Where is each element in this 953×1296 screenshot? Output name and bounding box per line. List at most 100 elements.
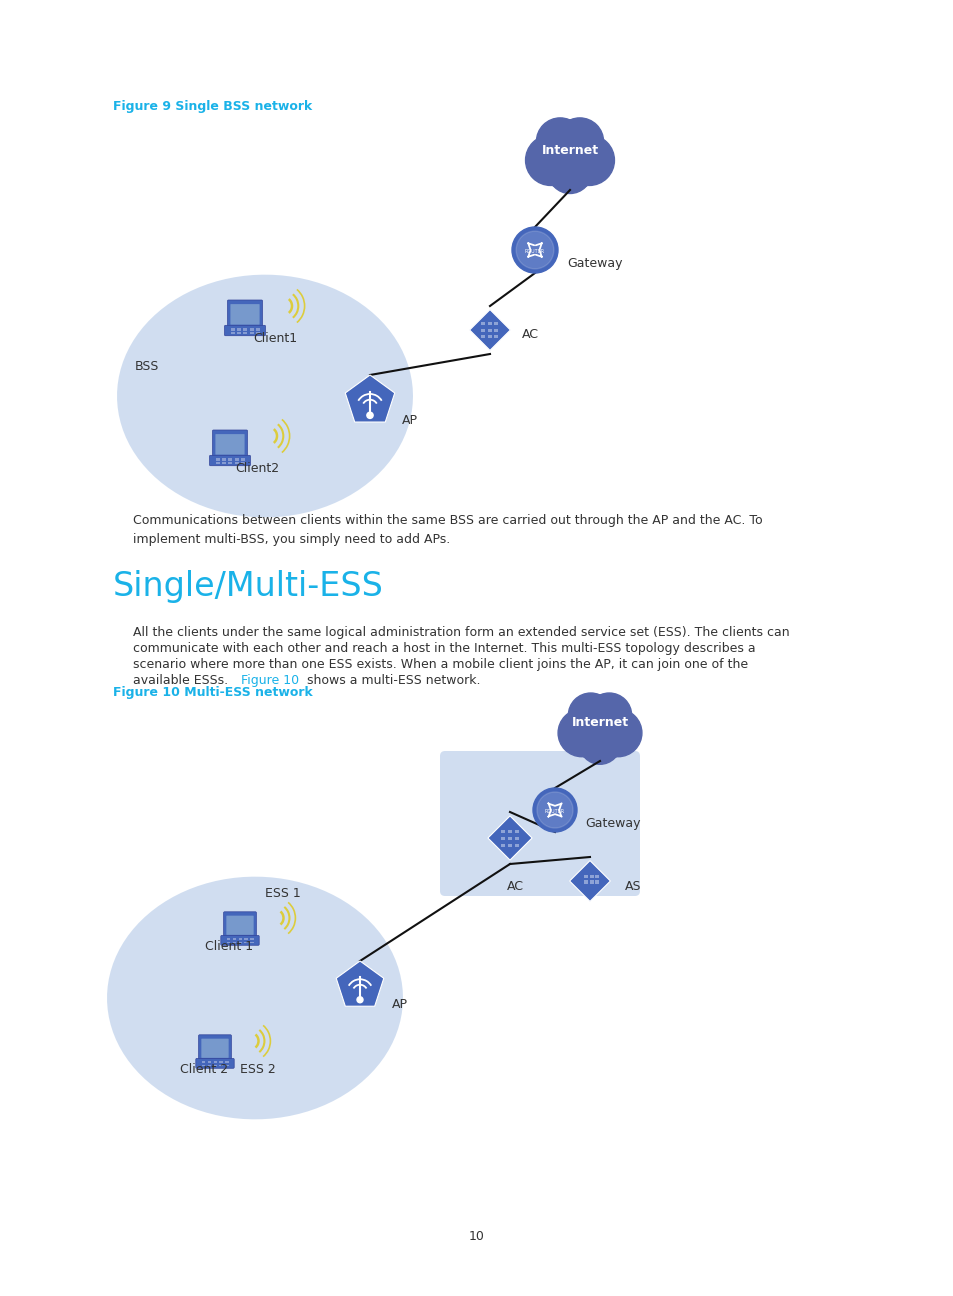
- Text: Client2: Client2: [234, 461, 279, 476]
- Bar: [481, 323, 484, 325]
- Bar: [243, 328, 247, 330]
- Text: AP: AP: [392, 998, 408, 1011]
- Bar: [215, 461, 219, 464]
- Bar: [234, 459, 238, 460]
- Bar: [231, 328, 234, 330]
- Text: Internet: Internet: [541, 144, 598, 157]
- Bar: [213, 1064, 217, 1067]
- Text: ESS 1: ESS 1: [265, 886, 300, 899]
- Bar: [487, 336, 491, 338]
- FancyBboxPatch shape: [195, 1059, 233, 1068]
- FancyBboxPatch shape: [226, 916, 253, 934]
- Bar: [250, 332, 253, 334]
- Text: ROUTER: ROUTER: [524, 249, 544, 254]
- Bar: [500, 829, 504, 833]
- Bar: [227, 938, 231, 941]
- Circle shape: [568, 693, 613, 737]
- Bar: [215, 459, 219, 460]
- Bar: [250, 938, 253, 941]
- Text: scenario where more than one ESS exists. When a mobile client joins the AP, it c: scenario where more than one ESS exists.…: [132, 658, 747, 671]
- Circle shape: [367, 412, 373, 419]
- Bar: [231, 332, 234, 334]
- Text: AC: AC: [521, 328, 538, 342]
- Bar: [222, 461, 226, 464]
- Text: AP: AP: [401, 415, 417, 428]
- Text: communicate with each other and reach a host in the Internet. This multi-ESS top: communicate with each other and reach a …: [132, 642, 755, 654]
- Text: shows a multi-ESS network.: shows a multi-ESS network.: [303, 674, 480, 687]
- Bar: [515, 844, 518, 846]
- FancyBboxPatch shape: [439, 750, 639, 896]
- Bar: [494, 329, 497, 332]
- Bar: [241, 461, 245, 464]
- Circle shape: [566, 695, 633, 761]
- Bar: [507, 844, 511, 846]
- FancyBboxPatch shape: [231, 305, 259, 324]
- Bar: [515, 837, 518, 840]
- FancyBboxPatch shape: [201, 1038, 229, 1058]
- Circle shape: [556, 118, 603, 166]
- Polygon shape: [117, 275, 413, 517]
- Text: BSS: BSS: [135, 359, 159, 372]
- Bar: [208, 1061, 212, 1064]
- Bar: [241, 459, 245, 460]
- Text: Gateway: Gateway: [584, 818, 639, 831]
- Text: ROUTER: ROUTER: [544, 809, 564, 814]
- FancyBboxPatch shape: [224, 325, 265, 336]
- Bar: [487, 323, 491, 325]
- Bar: [481, 336, 484, 338]
- Circle shape: [578, 723, 619, 765]
- Bar: [202, 1064, 205, 1067]
- Bar: [250, 328, 253, 330]
- Text: available ESSs.: available ESSs.: [132, 674, 232, 687]
- Bar: [507, 829, 511, 833]
- Polygon shape: [569, 861, 610, 902]
- Bar: [487, 329, 491, 332]
- Circle shape: [558, 709, 605, 757]
- FancyBboxPatch shape: [223, 912, 256, 937]
- Bar: [244, 938, 248, 941]
- Bar: [208, 1064, 212, 1067]
- FancyBboxPatch shape: [213, 430, 247, 457]
- Bar: [233, 938, 236, 941]
- Text: Figure 10 Multi-ESS network: Figure 10 Multi-ESS network: [112, 686, 313, 699]
- Bar: [500, 844, 504, 846]
- Bar: [255, 328, 260, 330]
- Bar: [589, 875, 593, 879]
- Bar: [234, 461, 238, 464]
- FancyBboxPatch shape: [220, 936, 259, 945]
- FancyBboxPatch shape: [198, 1034, 232, 1060]
- Bar: [213, 1061, 217, 1064]
- Bar: [219, 1064, 223, 1067]
- Text: Figure 9 Single BSS network: Figure 9 Single BSS network: [112, 100, 312, 113]
- Bar: [500, 837, 504, 840]
- Polygon shape: [345, 375, 395, 422]
- Text: AS: AS: [624, 880, 640, 893]
- Bar: [237, 328, 241, 330]
- Circle shape: [512, 227, 558, 273]
- Text: Client1: Client1: [253, 332, 296, 345]
- Text: 10: 10: [469, 1230, 484, 1243]
- Bar: [243, 332, 247, 334]
- Circle shape: [537, 792, 573, 828]
- Bar: [229, 461, 233, 464]
- Bar: [494, 323, 497, 325]
- Bar: [202, 1061, 205, 1064]
- Bar: [238, 941, 242, 943]
- Bar: [237, 332, 241, 334]
- Text: All the clients under the same logical administration form an extended service s: All the clients under the same logical a…: [132, 626, 789, 639]
- FancyBboxPatch shape: [227, 299, 262, 328]
- Text: Figure 10: Figure 10: [241, 674, 299, 687]
- Bar: [227, 941, 231, 943]
- Text: ESS 2: ESS 2: [240, 1063, 275, 1076]
- Bar: [255, 332, 260, 334]
- Bar: [583, 875, 587, 879]
- Circle shape: [594, 709, 641, 757]
- Circle shape: [536, 118, 583, 166]
- Circle shape: [533, 788, 577, 832]
- Bar: [507, 837, 511, 840]
- Polygon shape: [469, 310, 510, 350]
- Bar: [595, 875, 598, 879]
- Circle shape: [535, 121, 604, 191]
- Text: AC: AC: [506, 880, 523, 893]
- Text: Internet: Internet: [571, 717, 628, 730]
